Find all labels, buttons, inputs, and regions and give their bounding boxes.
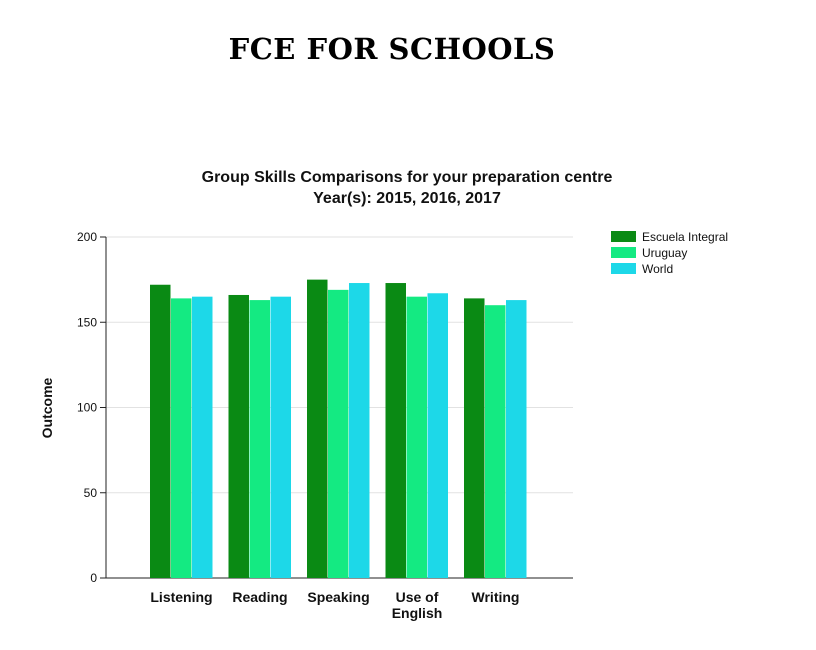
bar: [464, 298, 485, 578]
y-tick-label: 50: [84, 486, 98, 500]
bars: [150, 279, 527, 578]
x-tick-label: Use of English: [392, 589, 443, 621]
chart-title: Group Skills Comparisons for your prepar…: [202, 169, 613, 186]
x-tick-label-line: Use of: [396, 589, 439, 605]
bar: [506, 300, 527, 578]
x-tick-label-line: Writing: [472, 589, 520, 605]
bar: [249, 300, 270, 578]
legend-swatch: [611, 231, 636, 242]
bar: [406, 296, 427, 578]
bar: [485, 305, 506, 578]
bar: [171, 298, 192, 578]
x-tick-label: Listening: [150, 589, 212, 605]
y-tick-label: 200: [77, 230, 97, 244]
x-tick-label: Writing: [472, 589, 520, 605]
bar: [349, 283, 370, 578]
legend-label: Uruguay: [642, 246, 687, 260]
y-tick-label: 0: [90, 571, 97, 585]
y-tick-label: 100: [77, 401, 97, 415]
labels: 0 50 100 150 200 Listening Reading Speaking Use …: [77, 230, 520, 621]
bar: [150, 284, 171, 578]
y-axis-title: Outcome: [39, 377, 55, 438]
bar: [385, 283, 406, 578]
legend: Escuela Integral Uruguay World: [611, 230, 728, 276]
page-heading: FCE FOR SCHOOLS: [228, 32, 556, 66]
bar: [228, 294, 249, 578]
x-tick-label-line: English: [392, 605, 443, 621]
legend-swatch: [611, 263, 636, 274]
x-tick-label-line: Speaking: [307, 589, 369, 605]
chart-subtitle: Year(s): 2015, 2016, 2017: [313, 190, 501, 207]
bar: [427, 293, 448, 578]
bar: [328, 289, 349, 578]
bar: [192, 296, 213, 578]
bar: [270, 296, 291, 578]
legend-label: World: [642, 262, 673, 276]
legend-label: Escuela Integral: [642, 230, 728, 244]
legend-swatch: [611, 247, 636, 258]
bar: [307, 279, 328, 578]
x-tick-label-line: Reading: [232, 589, 287, 605]
y-tick-label: 150: [77, 315, 97, 329]
x-tick-label: Reading: [232, 589, 287, 605]
x-tick-label-line: Listening: [150, 589, 212, 605]
x-tick-label: Speaking: [307, 589, 369, 605]
